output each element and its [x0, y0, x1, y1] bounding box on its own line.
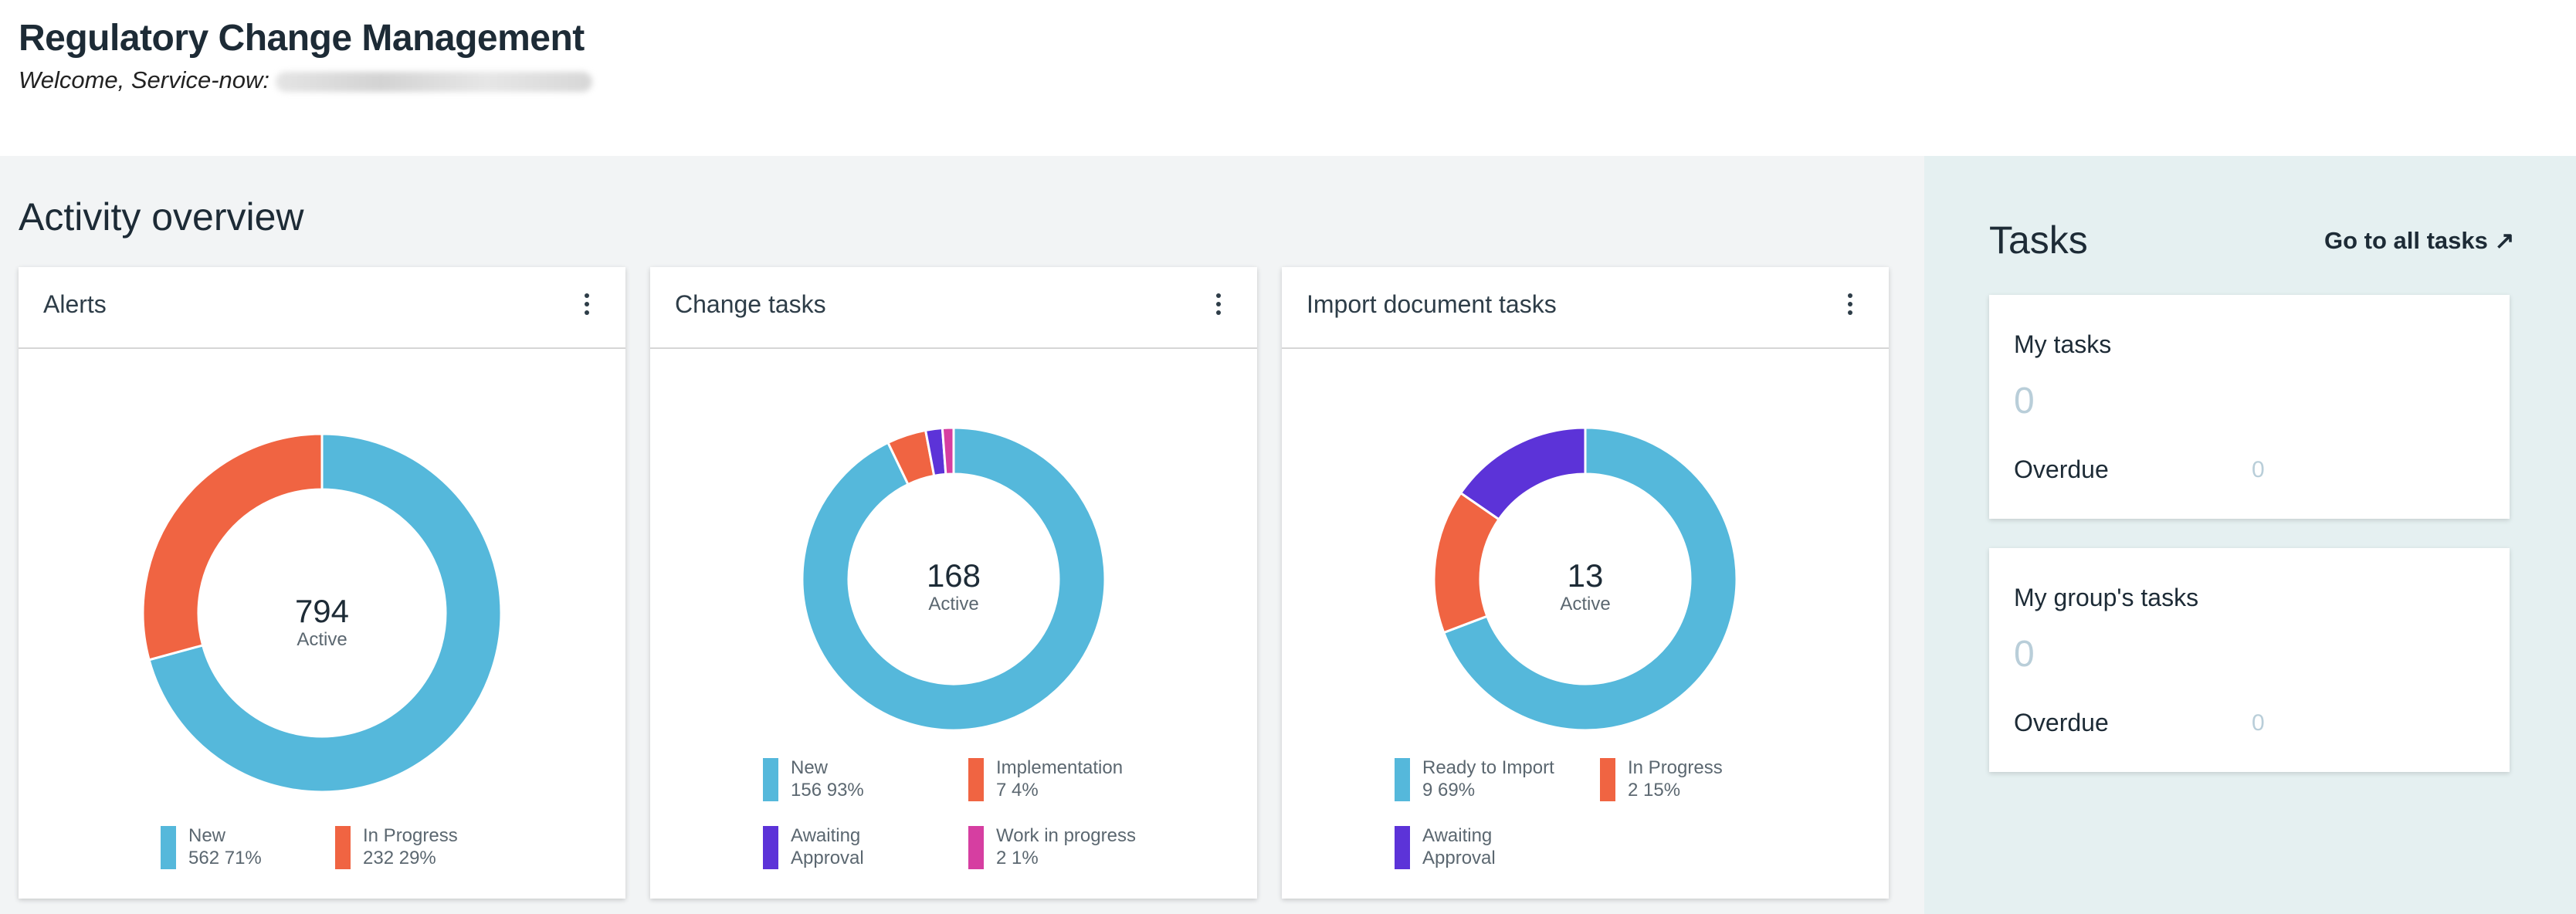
card-header: Alerts — [19, 267, 625, 349]
import-document-tasks-donut-chart: 13 Active — [1432, 426, 1738, 732]
page-title: Regulatory Change Management — [19, 18, 585, 59]
overdue-label: Overdue — [2014, 455, 2109, 483]
legend-label: Implementation — [996, 757, 1124, 778]
welcome-text: Welcome, Service-now: — [19, 66, 270, 93]
task-card-title: My tasks — [2014, 330, 2112, 358]
donut-total-label: Active — [1560, 594, 1610, 614]
welcome-message: Welcome, Service-now: — [19, 66, 593, 94]
legend-percent: 71% — [224, 848, 262, 868]
legend-swatch — [1395, 758, 1410, 801]
legend-swatch — [1395, 826, 1410, 869]
task-count: 0 — [2014, 634, 2035, 675]
legend-label: In Progress — [1628, 757, 1723, 778]
donut-slice-new[interactable] — [801, 426, 1107, 732]
legend-swatch — [763, 758, 778, 801]
overdue-count: 0 — [2252, 710, 2265, 736]
overdue-label: Overdue — [2014, 709, 2109, 736]
legend-label: New — [188, 825, 226, 846]
legend-label: Ready to Import — [1422, 757, 1554, 778]
donut-total-label: Active — [297, 629, 347, 650]
legend-count: 562 — [188, 848, 220, 868]
section-title: Activity overview — [19, 195, 304, 239]
donut-total: 13 — [1568, 557, 1604, 594]
change-tasks-donut-chart: 168 Active — [801, 426, 1107, 732]
legend-percent: 93% — [826, 780, 864, 801]
legend-swatch — [161, 826, 176, 869]
legend-count: 232 — [363, 848, 395, 868]
donut-total: 794 — [295, 593, 349, 629]
card-title: Alerts — [43, 290, 107, 318]
change-tasks-card: Change tasks 168 Active New 156 93% Imple… — [650, 267, 1257, 899]
donut-slice-awaiting-approval[interactable] — [1459, 426, 1587, 521]
my-tasks-card[interactable]: My tasks 0 Overdue 0 — [1989, 295, 2510, 519]
tasks-title: Tasks — [1989, 218, 2088, 262]
legend-swatch — [968, 826, 984, 869]
kebab-menu-icon[interactable] — [1847, 293, 1853, 317]
legend-percent: 29% — [398, 848, 436, 868]
legend-label: Work in progress — [996, 825, 1136, 846]
card-header: Import document tasks — [1282, 267, 1889, 349]
legend-swatch — [763, 826, 778, 869]
donut-slice-ready-to-import[interactable] — [1442, 426, 1738, 732]
my-groups-tasks-card[interactable]: My group's tasks 0 Overdue 0 — [1989, 548, 2510, 772]
alerts-card: Alerts 794 Active New 562 71% In Progress… — [19, 267, 625, 899]
go-to-all-tasks-link[interactable]: Go to all tasks ↗ — [2324, 227, 2515, 254]
legend-percent: 69% — [1438, 780, 1476, 801]
donut-slice-new[interactable] — [147, 432, 503, 794]
activity-overview-section: Activity overview Alerts 794 Active New 5… — [0, 156, 1924, 914]
kebab-menu-icon[interactable] — [584, 293, 590, 317]
legend-swatch — [1600, 758, 1615, 801]
alerts-donut-chart: 794 Active — [141, 432, 503, 794]
overdue-count: 0 — [2252, 457, 2265, 482]
tasks-panel: Tasks Go to all tasks ↗ My tasks 0 Overd… — [1924, 156, 2576, 914]
legend-label: Awaiting Approval — [1422, 825, 1496, 868]
donut-total-label: Active — [928, 594, 978, 614]
legend-label: In Progress — [363, 825, 458, 846]
legend-count: 156 — [791, 780, 822, 801]
donut-slice-in-progress[interactable] — [141, 432, 324, 662]
task-card-title: My group's tasks — [2014, 584, 2199, 611]
donut-slice-work-in-progress[interactable] — [941, 426, 955, 476]
legend-percent: 1% — [1012, 848, 1039, 868]
card-header: Change tasks — [650, 267, 1257, 349]
redacted-user-name — [276, 71, 593, 92]
legend-label: New — [791, 757, 829, 778]
legend-count: 2 — [996, 848, 1007, 868]
legend-percent: 4% — [1012, 780, 1039, 801]
card-title: Change tasks — [675, 290, 826, 318]
legend-count: 7 — [996, 780, 1007, 801]
legend-label: Awaiting Approval — [791, 825, 864, 868]
kebab-menu-icon[interactable] — [1215, 293, 1222, 317]
donut-total: 168 — [927, 557, 981, 594]
legend-count: 9 — [1422, 780, 1433, 801]
task-count: 0 — [2014, 381, 2035, 421]
import-document-tasks-card: Import document tasks 13 Active Ready to… — [1282, 267, 1889, 899]
legend-percent: 15% — [1643, 780, 1681, 801]
legend-swatch — [335, 826, 351, 869]
legend-count: 2 — [1628, 780, 1639, 801]
legend-swatch — [968, 758, 984, 801]
card-title: Import document tasks — [1307, 290, 1557, 318]
page-header: Regulatory Change Management Welcome, Se… — [0, 0, 2576, 156]
